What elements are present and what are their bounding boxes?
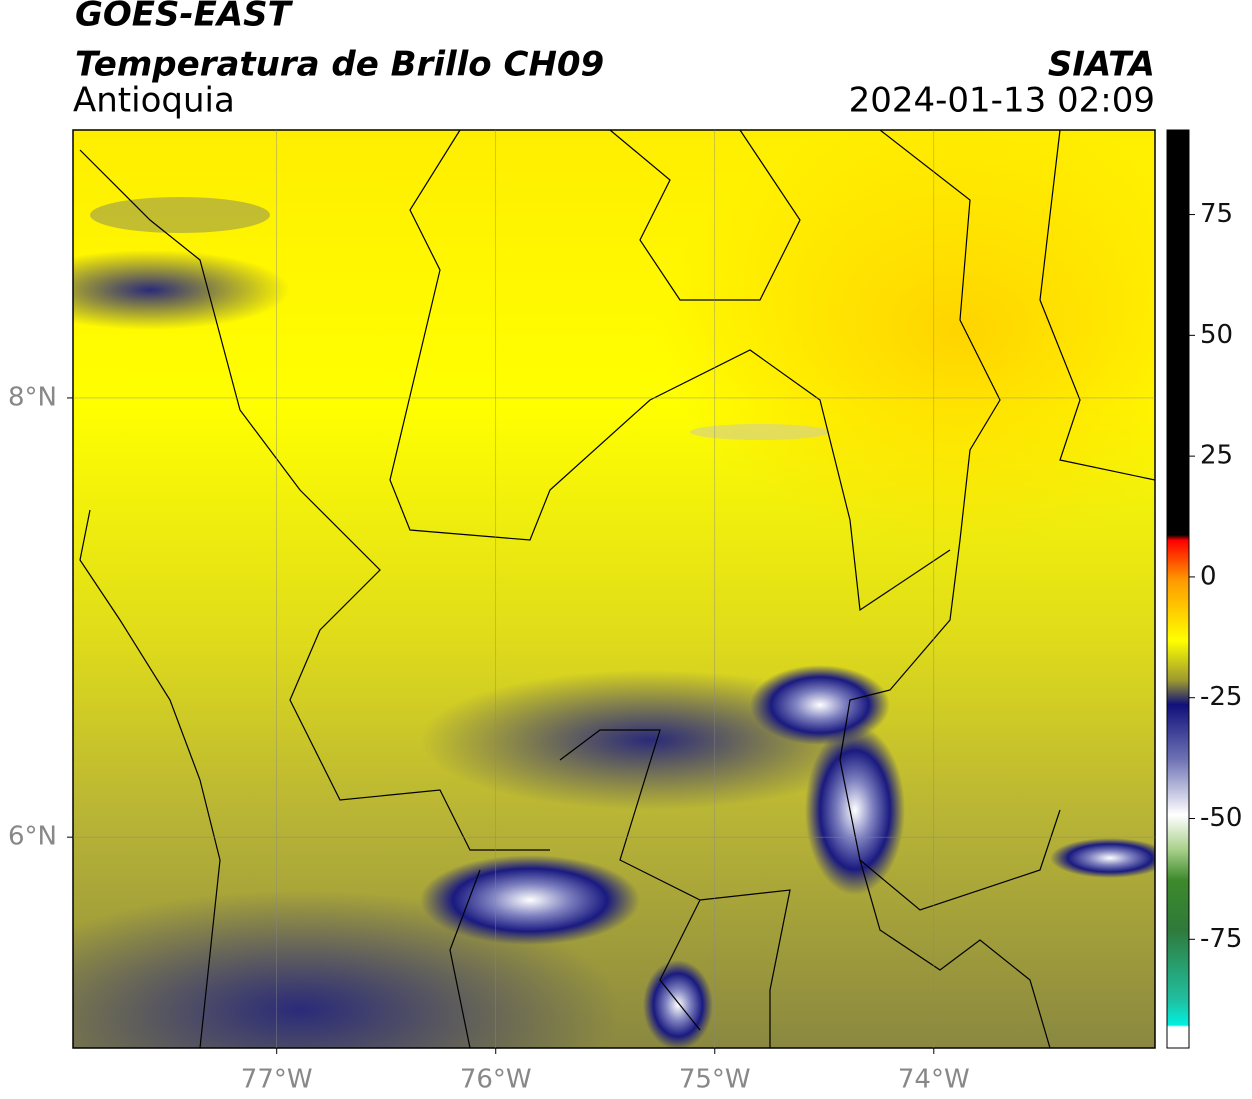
colorbar-label: -25 (1200, 682, 1242, 712)
region: Antioquia (73, 81, 235, 121)
map (73, 130, 1155, 1048)
border (609, 130, 801, 301)
border (79, 149, 550, 851)
x-tick-label: 76°W (460, 1065, 532, 1095)
datetime: 2024-01-13 02:09 (849, 81, 1155, 121)
map-frame (72, 129, 1156, 1049)
cloud (690, 424, 830, 440)
source: SIATA (1048, 45, 1155, 85)
y-tick-label: 8°N (8, 382, 57, 412)
border (859, 859, 1051, 1048)
subtitle: Temperatura de Brillo CH09 (75, 45, 604, 85)
cloud (643, 960, 713, 1048)
colorbar-label: 25 (1200, 441, 1233, 471)
border (1039, 130, 1155, 481)
border (389, 130, 951, 612)
cloud (1050, 838, 1155, 878)
colorbar-label: -75 (1200, 924, 1242, 954)
borders (79, 130, 1155, 1048)
colorbar-label: 50 (1200, 320, 1233, 350)
border (79, 509, 221, 1048)
warm-area (660, 130, 1155, 550)
cloud (73, 250, 290, 330)
x-tick-label: 74°W (898, 1065, 970, 1095)
border (839, 130, 1061, 911)
x-tick-label: 75°W (679, 1065, 751, 1095)
colorbar (1166, 129, 1190, 1049)
colorbar-label: 75 (1200, 199, 1233, 229)
x-tick-label: 77°W (241, 1065, 313, 1095)
cloud (420, 855, 640, 945)
border (449, 729, 791, 1048)
colorbar-label: -50 (1200, 803, 1242, 833)
cloud (90, 197, 270, 233)
y-tick-label: 6°N (8, 822, 57, 852)
cloud (805, 725, 905, 895)
colorbar-label: 0 (1200, 561, 1217, 591)
title: GOES-EAST (75, 0, 294, 35)
